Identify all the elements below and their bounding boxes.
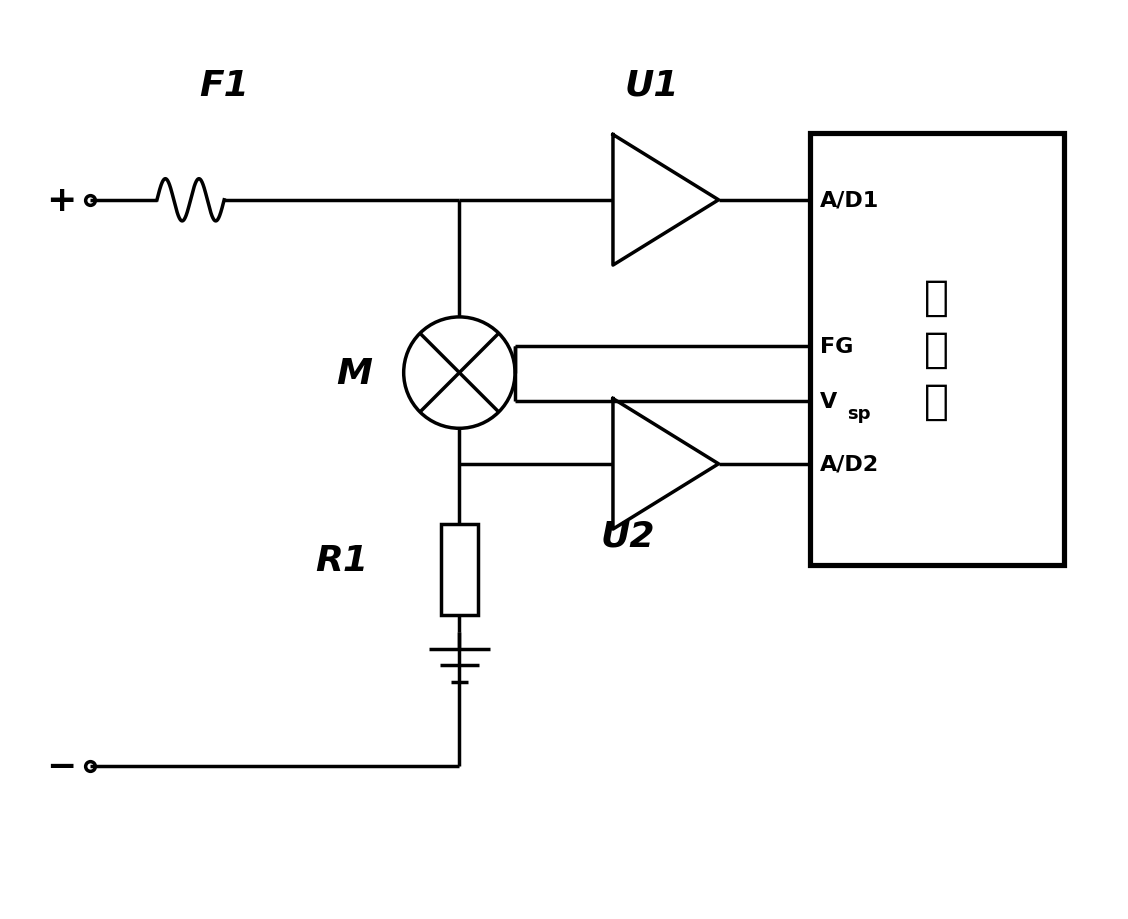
Text: sp: sp: [847, 404, 871, 423]
Text: U2: U2: [600, 519, 654, 553]
Text: FG: FG: [820, 336, 854, 357]
Text: 单
片
机: 单 片 机: [924, 277, 949, 422]
Text: −: −: [46, 749, 76, 783]
Text: M: M: [336, 357, 372, 391]
Text: V: V: [820, 392, 838, 412]
Text: R1: R1: [315, 543, 368, 577]
Bar: [441, 524, 477, 616]
Text: U1: U1: [624, 69, 679, 103]
Text: A/D1: A/D1: [820, 190, 880, 210]
Bar: [810, 133, 1064, 565]
Text: +: +: [46, 184, 77, 218]
Text: A/D2: A/D2: [820, 454, 880, 474]
Text: F1: F1: [200, 69, 249, 103]
